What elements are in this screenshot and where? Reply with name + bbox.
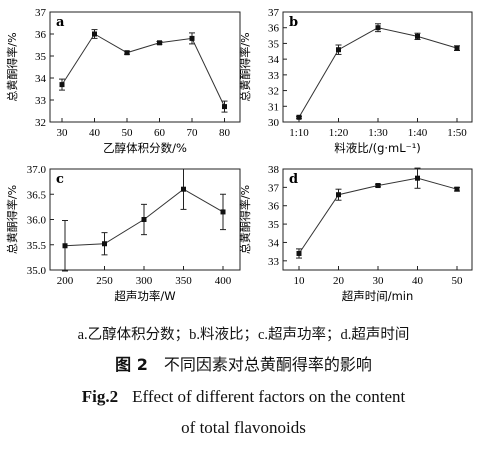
panel-label: d	[289, 172, 298, 187]
y-tick-label: 34	[268, 54, 280, 66]
x-tick-label: 1:20	[329, 127, 349, 139]
figure-title-en-line2: of total flavonoids	[181, 418, 306, 437]
y-tick-label: 36	[268, 23, 280, 35]
y-tick-label: 36	[268, 201, 280, 213]
x-tick-label: 50	[452, 275, 464, 287]
y-tick-label: 37	[268, 182, 280, 194]
y-tick-label: 36.5	[27, 189, 47, 201]
y-tick-label: 34	[268, 237, 280, 249]
y-tick-label: 35.0	[27, 265, 47, 277]
data-point	[375, 25, 381, 31]
data-point	[102, 241, 107, 247]
data-point	[181, 186, 186, 192]
x-tick-label: 20	[333, 275, 345, 287]
chart-panel-d: d 33 34 35 36 37 38 10 20 30 40 50 超声时间/min 总黄酮得率/%	[238, 164, 473, 303]
y-axis-title: 总黄酮得率/%	[5, 185, 19, 254]
data-point	[375, 183, 381, 189]
y-tick-label: 35	[268, 38, 280, 50]
y-tick-label: 33	[268, 256, 280, 268]
figure-number-en: Fig.2	[81, 387, 119, 406]
data-point	[141, 217, 147, 222]
data-point	[454, 186, 460, 192]
data-point	[220, 209, 226, 215]
y-tick-label: 31	[268, 101, 279, 113]
data-point	[415, 33, 420, 39]
data-point	[296, 114, 302, 120]
data-point	[92, 31, 97, 37]
figure-number-cn: 图 2	[115, 355, 148, 374]
plot-frame	[49, 11, 241, 123]
x-axis-title: 超声时间/min	[342, 289, 414, 303]
x-tick-label: 1:10	[289, 127, 309, 139]
x-tick-label: 10	[294, 275, 306, 287]
data-point	[222, 104, 227, 110]
x-axis-title: 超声功率/W	[114, 289, 175, 303]
x-tick-label: 70	[187, 127, 199, 139]
y-tick-label: 38	[268, 164, 280, 176]
y-tick-label: 37	[268, 7, 280, 19]
x-tick-label: 1:40	[408, 127, 428, 139]
chart-panel-c: c 35.0 35.5 36.0 36.5 37.0 200 250 300 350 400 超声功率…	[5, 164, 241, 303]
x-tick-label: 60	[154, 127, 166, 139]
x-tick-label: 50	[122, 127, 134, 139]
y-tick-label: 35	[35, 51, 47, 63]
x-tick-label: 30	[57, 127, 69, 139]
y-tick-label: 32	[268, 86, 279, 98]
x-tick-label: 40	[89, 127, 101, 139]
subfigure-legend: a.乙醇体积分数；b.料液比；c.超声功率；d.超声时间	[77, 327, 410, 343]
y-tick-label: 36.0	[27, 215, 47, 227]
y-axis-title: 总黄酮得率/%	[5, 32, 19, 101]
x-tick-label: 250	[96, 275, 113, 287]
x-axis-title: 乙醇体积分数/%	[103, 141, 187, 155]
x-tick-label: 1:50	[447, 127, 467, 139]
x-tick-label: 200	[57, 275, 74, 287]
x-axis-title: 料液比/(g·mL⁻¹)	[334, 141, 421, 155]
y-axis-title: 总黄酮得率/%	[238, 32, 252, 101]
data-point	[59, 82, 65, 88]
figure-title-cn: 不同因素对总黄酮得率的影响	[163, 355, 372, 374]
data-point	[454, 45, 460, 51]
y-tick-label: 33	[268, 70, 280, 82]
figure-caption-en: Fig.2 Effect of different factors on the …	[0, 387, 487, 407]
x-tick-label: 40	[412, 275, 424, 287]
y-tick-label: 33	[35, 95, 47, 107]
y-tick-label: 37.0	[27, 164, 47, 176]
data-point	[124, 50, 130, 56]
data-point	[157, 40, 162, 46]
chart-panel-b: b 30 31 32 33 34 35 36 37 1:10 1:20 1:30 1:40 1:50 料液比…	[238, 7, 473, 155]
y-tick-label: 34	[35, 73, 47, 85]
panel-label: b	[289, 15, 298, 30]
x-tick-label: 1:30	[368, 127, 388, 139]
data-point	[296, 250, 302, 256]
y-tick-label: 32	[35, 117, 46, 129]
x-tick-label: 300	[136, 275, 153, 287]
y-tick-label: 35.5	[27, 240, 47, 252]
x-tick-label: 400	[215, 275, 232, 287]
y-tick-label: 37	[35, 7, 47, 19]
panel-label: a	[56, 15, 65, 30]
data-point	[415, 175, 420, 181]
x-tick-label: 30	[373, 275, 385, 287]
series-line	[298, 177, 458, 254]
y-axis-title: 总黄酮得率/%	[238, 185, 252, 254]
x-tick-label: 350	[175, 275, 192, 287]
y-tick-label: 36	[35, 29, 47, 41]
y-tick-label: 30	[268, 117, 280, 129]
data-point	[336, 47, 341, 53]
x-tick-label: 80	[219, 127, 231, 139]
data-point	[189, 35, 195, 41]
panel-label: c	[56, 172, 64, 187]
figure-title-en-line1: Effect of different factors on the conte…	[132, 387, 406, 406]
chart-panel-a: a 32 33 34 35 36 37 30 40 50 60 70 80 乙醇体积分数/% 总黄酮得率/%	[5, 7, 241, 155]
series-line	[298, 27, 458, 118]
series-line	[61, 33, 225, 107]
data-point	[62, 243, 68, 249]
figure-caption-cn: 图 2 不同因素对总黄酮得率的影响	[0, 351, 487, 375]
y-tick-label: 35	[268, 219, 280, 231]
data-point	[336, 192, 341, 198]
